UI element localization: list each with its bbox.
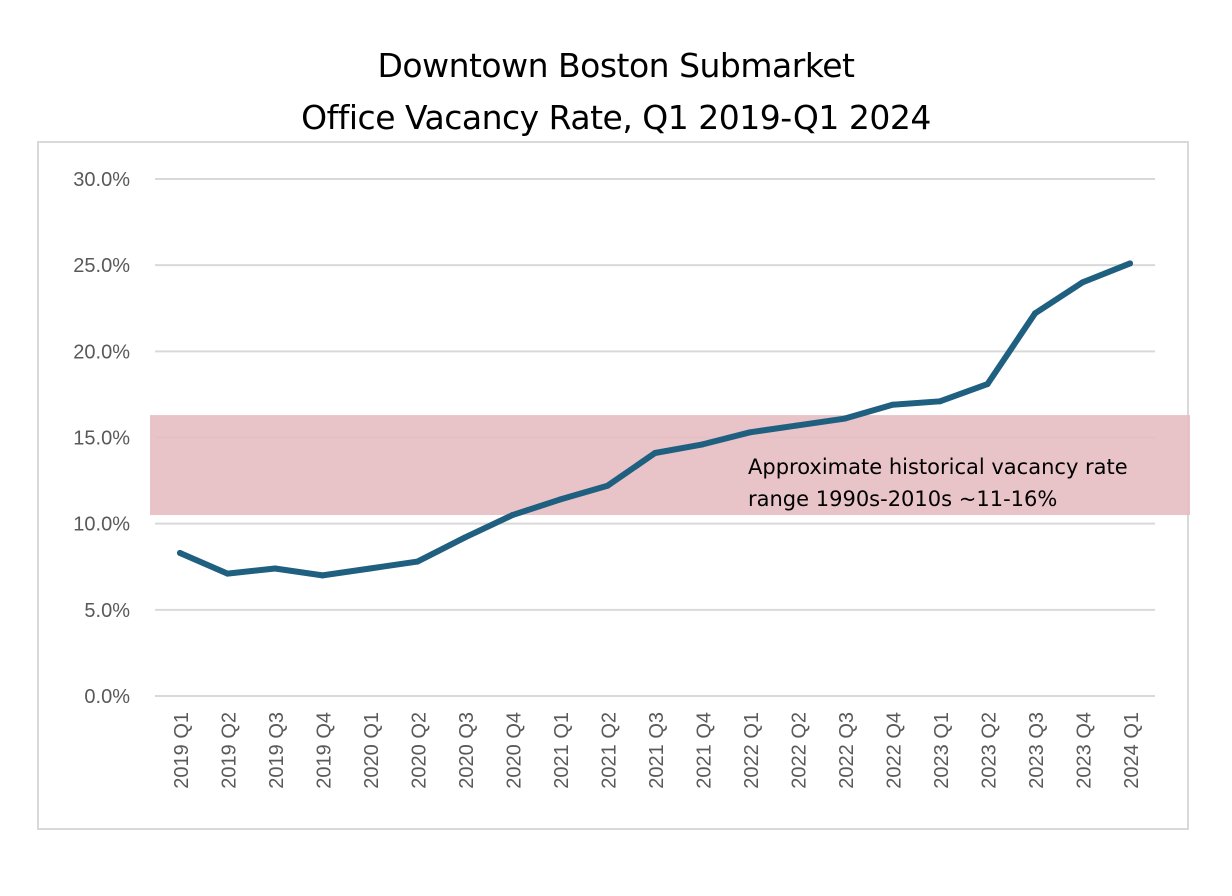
x-tick-label: 2022 Q1	[741, 712, 763, 789]
data-point	[224, 570, 231, 577]
band-label-line1: Approximate historical vacancy rate	[748, 455, 1128, 479]
data-point	[652, 450, 658, 457]
x-tick-label: 2019 Q1	[171, 712, 193, 789]
x-tick-label: 2019 Q4	[314, 712, 336, 789]
data-point	[509, 512, 516, 519]
data-point	[557, 496, 563, 503]
y-tick-label: 10.0%	[73, 514, 130, 536]
x-tick-label: 2020 Q2	[409, 712, 431, 789]
x-tick-label: 2022 Q4	[884, 712, 906, 789]
data-point	[889, 401, 896, 408]
data-point	[604, 482, 611, 489]
data-point	[699, 441, 706, 448]
x-tick-label: 2021 Q4	[694, 712, 716, 789]
data-point	[462, 534, 468, 541]
data-point	[272, 565, 278, 572]
y-tick-label: 20.0%	[73, 341, 130, 363]
x-tick-label: 2023 Q4	[1074, 712, 1096, 789]
data-point	[414, 558, 421, 565]
y-tick-label: 5.0%	[84, 600, 130, 622]
y-tick-label: 0.0%	[84, 686, 130, 708]
data-point	[984, 381, 991, 388]
x-tick-label: 2023 Q2	[979, 712, 1001, 789]
chart-title-line1: Downtown Boston Submarket	[377, 46, 855, 85]
y-tick-label: 30.0%	[73, 169, 130, 191]
x-tick-label: 2019 Q2	[219, 712, 241, 789]
chart-title: Downtown Boston Submarket Office Vacancy…	[0, 40, 1232, 144]
data-point	[177, 549, 183, 556]
y-axis-ticks: 0.0% 5.0% 10.0% 15.0% 20.0% 25.0% 30.0%	[73, 169, 130, 708]
series-group	[177, 260, 1133, 579]
chart-title-line2: Office Vacancy Rate, Q1 2019-Q1 2024	[301, 98, 931, 137]
x-tick-label: 2024 Q1	[1121, 712, 1143, 789]
data-point	[747, 429, 753, 436]
data-point	[842, 415, 848, 422]
x-tick-label: 2021 Q1	[551, 712, 573, 789]
data-point	[367, 565, 373, 572]
x-axis-ticks: 2019 Q1 2019 Q2 2019 Q3 2019 Q4 2020 Q1 2020 …	[171, 712, 1143, 789]
data-point	[1127, 260, 1133, 267]
x-tick-label: 2020 Q3	[456, 712, 478, 789]
data-point	[794, 422, 801, 429]
x-tick-label: 2021 Q3	[646, 712, 668, 789]
x-tick-label: 2020 Q1	[361, 712, 383, 789]
data-point	[1079, 279, 1086, 286]
x-tick-label: 2020 Q4	[504, 712, 526, 789]
x-tick-label: 2019 Q3	[266, 712, 288, 789]
historical-range-label: Approximate historical vacancy rate rang…	[748, 455, 1128, 511]
data-point	[937, 398, 943, 405]
x-tick-label: 2023 Q3	[1026, 712, 1048, 789]
x-tick-label: 2023 Q1	[931, 712, 953, 789]
x-tick-label: 2022 Q2	[789, 712, 811, 789]
data-point	[1032, 310, 1038, 317]
y-tick-label: 15.0%	[73, 428, 130, 450]
historical-range-band	[150, 415, 1190, 516]
x-tick-label: 2021 Q2	[599, 712, 621, 789]
y-tick-label: 25.0%	[73, 255, 130, 277]
band-label-line2: range 1990s-2010s ~11-16%	[748, 487, 1057, 511]
x-tick-label: 2022 Q3	[836, 712, 858, 789]
data-point	[319, 572, 326, 579]
